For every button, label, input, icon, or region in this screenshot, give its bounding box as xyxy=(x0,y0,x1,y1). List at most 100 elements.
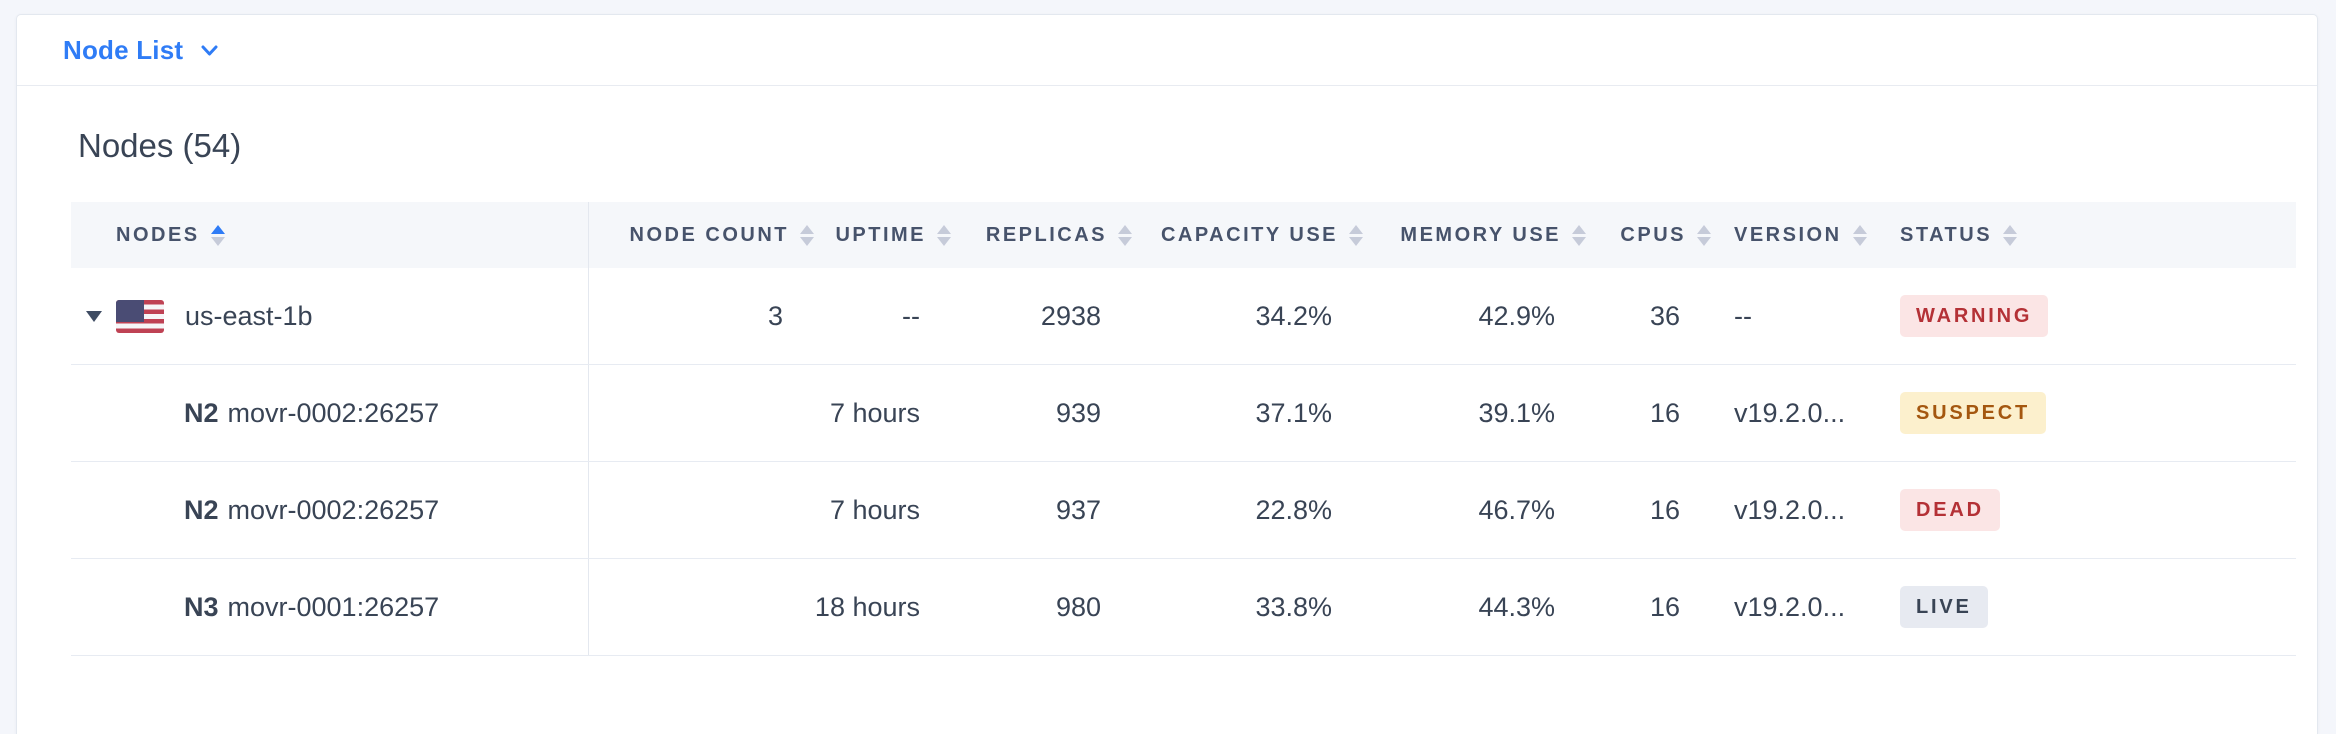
cell-memory-use: 42.9% xyxy=(1478,300,1555,331)
column-header-memory_use[interactable]: MEMORY USE xyxy=(1332,202,1586,268)
cell-status: WARNING xyxy=(1846,268,2296,364)
sort-up-triangle-icon xyxy=(1572,224,1586,234)
us-flag-icon xyxy=(116,299,164,333)
column-header-label: STATUS xyxy=(1900,223,1993,246)
cell-memory-use: 39.1% xyxy=(1478,397,1555,428)
sort-up-triangle-icon xyxy=(1697,224,1711,234)
column-header-label: UPTIME xyxy=(835,223,926,246)
node-id: N3 xyxy=(184,591,219,622)
sort-down-triangle-icon xyxy=(1697,236,1711,246)
cell-uptime: 7 hours xyxy=(829,397,920,428)
node-address: movr-0002:26257 xyxy=(227,494,440,525)
sort-down-triangle-icon xyxy=(1118,236,1132,246)
cell-node-count xyxy=(589,462,783,558)
sort-icon[interactable] xyxy=(1118,224,1132,246)
status-badge: LIVE xyxy=(1900,586,1988,628)
sort-icon[interactable] xyxy=(2003,224,2018,246)
sort-icon[interactable] xyxy=(1572,224,1586,246)
sort-up-triangle-icon xyxy=(210,224,225,234)
cell-capacity-use: 37.1% xyxy=(1255,397,1332,428)
cell-capacity-use: 34.2% xyxy=(1255,300,1332,331)
cell-status: LIVE xyxy=(1846,559,2296,655)
column-header-label: VERSION xyxy=(1734,223,1842,246)
cell-capacity-use: 22.8% xyxy=(1255,494,1332,525)
sort-up-triangle-icon xyxy=(2003,224,2018,234)
table-row-region[interactable]: us-east-1b 3 -- 2938 34.2% 42.9% 36 -- WARNING xyxy=(71,268,2296,365)
cell-nodes: N3 movr-0001:26257 xyxy=(71,559,589,655)
sort-up-triangle-icon xyxy=(1118,224,1132,234)
column-header-version[interactable]: VERSION xyxy=(1680,202,1867,268)
cell-node-count xyxy=(589,559,783,655)
cell-cpus: 16 xyxy=(1649,591,1680,622)
cell-uptime: 7 hours xyxy=(829,494,920,525)
column-header-label: NODES xyxy=(116,223,200,246)
cell-cpus: 36 xyxy=(1649,300,1680,331)
cell-replicas: 937 xyxy=(1055,494,1101,525)
sort-icon[interactable] xyxy=(1852,224,1867,246)
card-header: Node List xyxy=(17,15,2317,86)
view-selector-dropdown[interactable]: Node List xyxy=(63,35,221,66)
sort-down-triangle-icon xyxy=(1349,236,1363,246)
sort-icon[interactable] xyxy=(937,224,951,246)
status-badge: SUSPECT xyxy=(1900,392,2047,434)
sort-down-triangle-icon xyxy=(2003,236,2018,246)
table-row-node[interactable]: N2 movr-0002:26257 7 hours 939 37.1% 39.1% 16 v… xyxy=(71,365,2296,462)
cell-replicas: 2938 xyxy=(1040,300,1101,331)
table-header-row: NODES NODE COUNT UPTIME REPLICAS CAPACITY US… xyxy=(71,202,2296,268)
node-id: N2 xyxy=(184,397,219,428)
cell-version: v19.2.0... xyxy=(1734,591,1846,622)
node-list-card: Node List Nodes (54) NODES NODE COUNT UPTI… xyxy=(16,14,2318,734)
collapse-caret-icon[interactable] xyxy=(86,310,102,322)
column-header-label: REPLICAS xyxy=(985,223,1107,246)
column-header-capacity_use[interactable]: CAPACITY USE xyxy=(1101,202,1363,268)
sort-down-triangle-icon xyxy=(1572,236,1586,246)
cell-memory-use: 46.7% xyxy=(1478,494,1555,525)
cell-uptime: 18 hours xyxy=(814,591,920,622)
cell-capacity-use: 33.8% xyxy=(1255,591,1332,622)
cell-status: DEAD xyxy=(1846,462,2296,558)
cell-replicas: 939 xyxy=(1055,397,1101,428)
sort-down-triangle-icon xyxy=(937,236,951,246)
sort-up-triangle-icon xyxy=(1852,224,1867,234)
cell-nodes: N2 movr-0002:26257 xyxy=(71,462,589,558)
cell-version: v19.2.0... xyxy=(1734,397,1846,428)
column-header-label: CPUS xyxy=(1620,223,1686,246)
sort-down-triangle-icon xyxy=(210,236,225,246)
cell-memory-use: 44.3% xyxy=(1478,591,1555,622)
table-body: us-east-1b 3 -- 2938 34.2% 42.9% 36 -- WARNING N2… xyxy=(71,268,2296,656)
cell-nodes: N2 movr-0002:26257 xyxy=(71,365,589,461)
page: { "view_selector": { "label": "Node List… xyxy=(16,14,2318,734)
status-badge: DEAD xyxy=(1900,489,2000,531)
sort-icon[interactable] xyxy=(1697,224,1711,246)
sort-up-triangle-icon xyxy=(800,224,814,234)
node-id: N2 xyxy=(184,494,219,525)
table-row-node[interactable]: N2 movr-0002:26257 7 hours 937 22.8% 46.7% 16 v… xyxy=(71,462,2296,559)
cell-nodes: us-east-1b xyxy=(71,268,589,364)
sort-up-triangle-icon xyxy=(1349,224,1363,234)
column-header-nodes[interactable]: NODES xyxy=(71,202,589,268)
column-header-status[interactable]: STATUS xyxy=(1846,202,2296,268)
cell-version: v19.2.0... xyxy=(1734,494,1846,525)
column-header-label: NODE COUNT xyxy=(629,223,789,246)
node-address: movr-0001:26257 xyxy=(227,591,440,622)
nodes-table: NODES NODE COUNT UPTIME REPLICAS CAPACITY US… xyxy=(71,202,2296,656)
region-name: us-east-1b xyxy=(185,300,313,331)
column-header-node_count[interactable]: NODE COUNT xyxy=(589,202,814,268)
page-title: Nodes (54) xyxy=(78,127,242,164)
sort-up-triangle-icon xyxy=(937,224,951,234)
column-header-cpus[interactable]: CPUS xyxy=(1555,202,1711,268)
sort-icon[interactable] xyxy=(800,224,814,246)
sort-icon[interactable] xyxy=(210,224,225,246)
sort-down-triangle-icon xyxy=(1852,236,1867,246)
cell-uptime: -- xyxy=(902,300,920,331)
column-header-label: MEMORY USE xyxy=(1400,223,1561,246)
sort-icon[interactable] xyxy=(1349,224,1363,246)
cell-status: SUSPECT xyxy=(1846,365,2296,461)
cell-cpus: 16 xyxy=(1649,397,1680,428)
column-header-uptime[interactable]: UPTIME xyxy=(783,202,951,268)
chevron-down-icon[interactable] xyxy=(198,39,221,62)
view-selector-label: Node List xyxy=(63,34,184,65)
table-row-node[interactable]: N3 movr-0001:26257 18 hours 980 33.8% 44.3% 16… xyxy=(71,559,2296,656)
card-body: Nodes (54) NODES NODE COUNT UPTIME REPLICAS… xyxy=(17,127,2317,656)
column-header-replicas[interactable]: REPLICAS xyxy=(920,202,1132,268)
